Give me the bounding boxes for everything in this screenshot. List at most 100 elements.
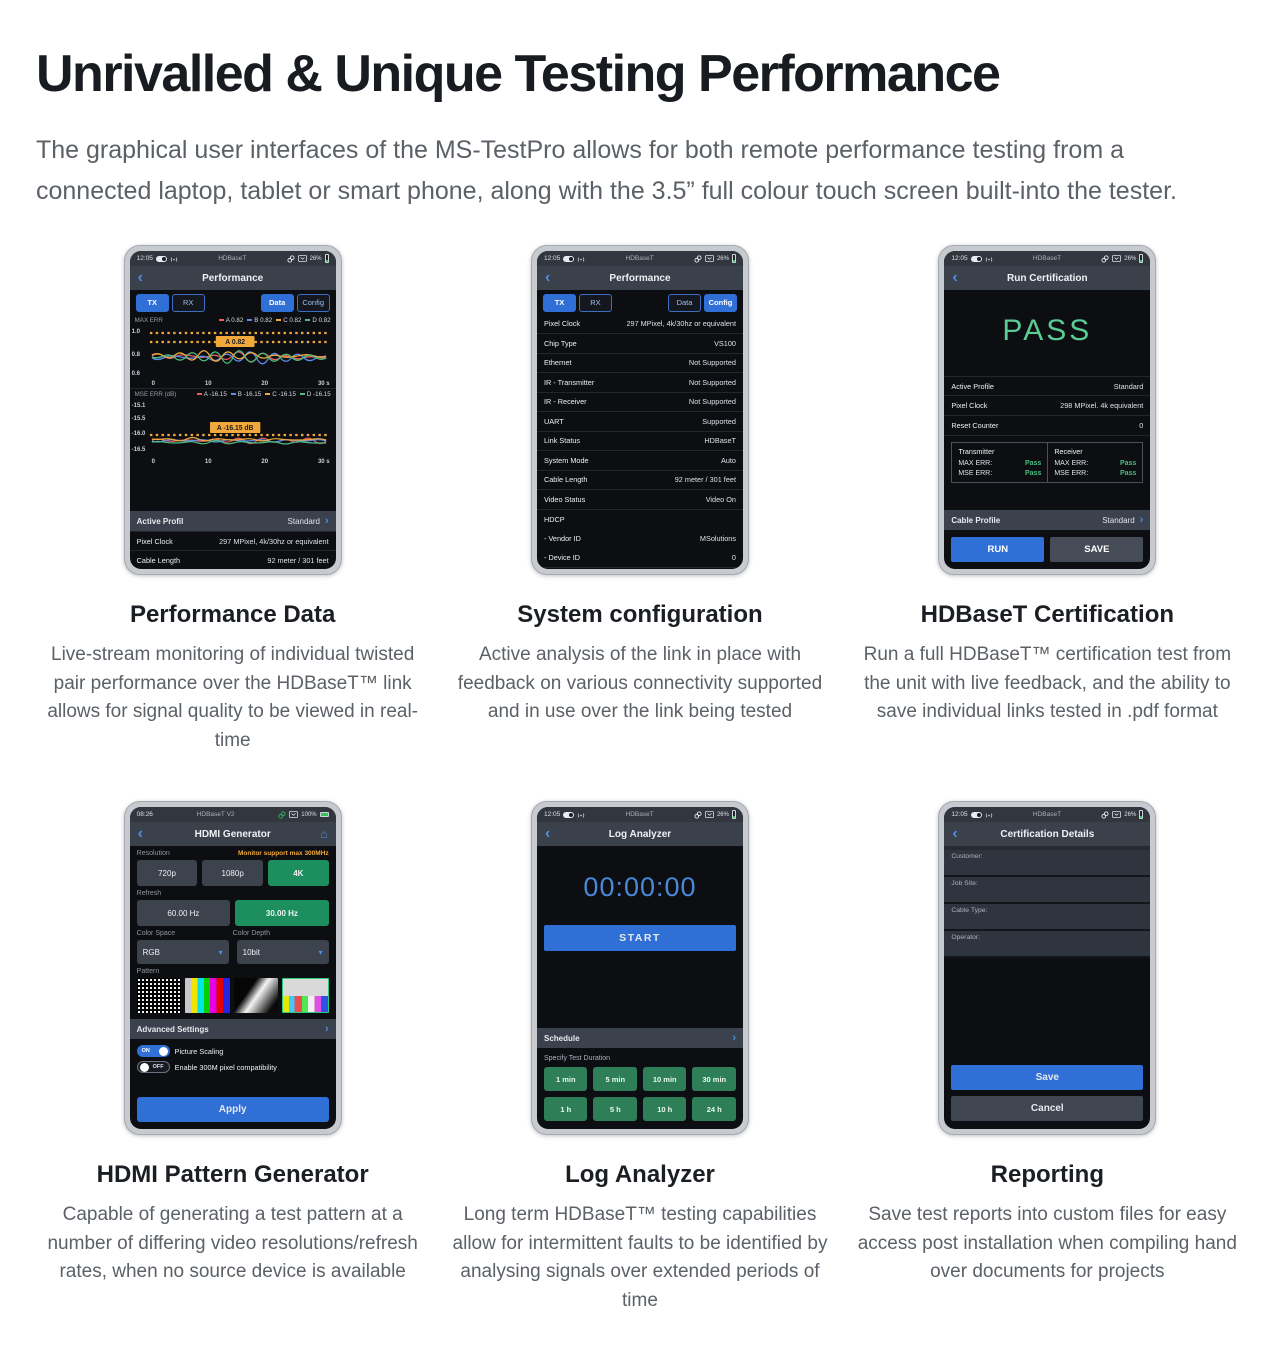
link-icon (694, 810, 702, 818)
card-title: Reporting (990, 1161, 1104, 1188)
save-button[interactable]: Save (951, 1065, 1144, 1090)
mse-err-plot: A -16.15 dB (149, 421, 330, 445)
duration-button[interactable]: 1 min (543, 1067, 588, 1091)
color-space-dropdown[interactable]: RGB ▾ (136, 940, 229, 964)
tab-data[interactable]: Data (260, 294, 294, 312)
color-depth-dropdown[interactable]: 10bit ▾ (236, 940, 329, 964)
back-chevron-icon[interactable]: ‹ (544, 269, 551, 286)
status-battery-percent: 26% (1124, 811, 1137, 818)
link-icon (278, 810, 286, 818)
chevron-down-icon: ▾ (318, 947, 323, 957)
tab-config[interactable]: Config (296, 294, 330, 312)
message-icon (1112, 811, 1122, 818)
status-carrier: HDBaseT V2 (196, 811, 235, 818)
link-icon (1101, 810, 1109, 818)
duration-button[interactable]: 10 h (642, 1097, 687, 1121)
pattern-gradient-thumbnail[interactable] (233, 978, 279, 1013)
tab-tx[interactable]: TX (135, 294, 169, 312)
config-row: Cable Length 92 meter / 301 feet (536, 471, 743, 490)
link-icon (287, 254, 295, 262)
duration-button[interactable]: 5 min (593, 1067, 637, 1091)
cable-profile-row[interactable]: Cable Profile Standard › (944, 510, 1151, 530)
screen-performance-data: 12:05 HDBaseT 26% ‹ Performance (129, 251, 336, 569)
duration-button[interactable]: 24 h (692, 1097, 736, 1121)
schedule-row[interactable]: Schedule › (536, 1028, 743, 1048)
tab-bar: TX RX Data Config (537, 290, 743, 315)
back-chevron-icon[interactable]: ‹ (137, 269, 143, 286)
phone-performance-data: 12:05 HDBaseT 26% ‹ Performance (123, 245, 342, 575)
legend-item: A 0.82 (218, 317, 243, 324)
pattern-colorbars-thumbnail[interactable] (185, 978, 230, 1013)
card-title: Log Analyzer (565, 1161, 715, 1188)
pixel-compatibility-toggle[interactable]: OFF (136, 1061, 170, 1073)
save-button[interactable]: SAVE (1050, 537, 1144, 562)
start-button[interactable]: START (543, 925, 736, 951)
screen-hdmi-generator: 08:26 HDBaseT V2 100% ‹ HDMI Generator ⌂… (129, 807, 336, 1129)
pattern-dots-thumbnail[interactable] (136, 978, 182, 1013)
tab-config[interactable]: Config (703, 294, 737, 312)
config-rows: Pixel Clock 297 MPixel, 4k/30hz or equiva… (536, 315, 743, 568)
feature-grid: 12:05 HDBaseT 26% ‹ Performance (36, 245, 1244, 1315)
resolution-720p-button[interactable]: 720p (136, 860, 198, 886)
screen-system-configuration: 12:05 HDBaseT 26% ‹ Performance (536, 251, 743, 569)
max-err-plot: A 0.82 (149, 331, 330, 364)
nav-title: Log Analyzer (608, 828, 672, 840)
duration-button[interactable]: 5 h (593, 1097, 637, 1121)
status-battery-percent: 100% (301, 811, 317, 818)
pattern-testcard-thumbnail[interactable] (282, 978, 329, 1013)
config-row: Link Status HDBaseT (536, 432, 743, 451)
screen-run-certification: 12:05 HDBaseT 26% ‹ Run Certification PA… (944, 251, 1151, 569)
status-time: 12:05 (951, 255, 968, 262)
duration-button[interactable]: 10 min (642, 1067, 687, 1091)
mse-err-xticks: 0 10 20 30 s (151, 458, 330, 465)
battery-toggle-icon (970, 811, 982, 818)
cert-rows: Active Profile Standard Pixel Clock 298 MP… (944, 376, 1151, 436)
back-chevron-icon[interactable]: ‹ (952, 269, 958, 286)
nav-title: Performance (609, 272, 671, 284)
back-chevron-icon[interactable]: ‹ (137, 825, 143, 842)
config-row: System Mode Auto (536, 451, 743, 471)
duration-button[interactable]: 30 min (692, 1067, 736, 1091)
duration-buttons: 1 min 5 min 10 min 30 min 1 h 5 h 10 h 2… (537, 1067, 743, 1129)
link-icon (1101, 254, 1109, 262)
table-row: MSE ERR: Pass (958, 470, 1042, 477)
legend-item: A -16.15 (196, 391, 227, 398)
run-button[interactable]: RUN (951, 537, 1045, 562)
tab-data[interactable]: Data (667, 294, 701, 312)
apply-button[interactable]: Apply (136, 1097, 329, 1122)
cable-type-field[interactable]: Cable Type: (944, 904, 1151, 931)
refresh-60hz-button[interactable]: 60.00 Hz (136, 900, 231, 926)
battery-icon (1139, 254, 1144, 263)
job-site-field[interactable]: Job Site: (944, 877, 1151, 904)
resolution-1080p-button[interactable]: 1080p (202, 860, 263, 886)
chevron-right-icon: › (1139, 514, 1144, 526)
status-carrier: HDBaseT (218, 255, 247, 262)
home-icon[interactable]: ⌂ (320, 827, 328, 841)
advanced-settings-row[interactable]: Advanced Settings › (129, 1019, 336, 1039)
tab-rx[interactable]: RX (171, 294, 205, 312)
cancel-button[interactable]: Cancel (951, 1096, 1144, 1121)
card-hdbaset-certification: 12:05 HDBaseT 26% ‹ Run Certification PA… (851, 245, 1244, 755)
card-hdmi-pattern-generator: 08:26 HDBaseT V2 100% ‹ HDMI Generator ⌂… (36, 801, 429, 1315)
status-time: 08:26 (136, 811, 153, 818)
active-profile-row[interactable]: Active Profil Standard › (129, 511, 336, 531)
status-time: 12:05 (543, 811, 561, 818)
info-row: Cable Length 92 meter / 301 feet (129, 550, 336, 569)
screen-log-analyzer: 12:05 HDBaseT 26% ‹ Log Analyzer 00:00:0… (536, 807, 743, 1129)
operator-field[interactable]: Operator: (944, 931, 1151, 958)
refresh-30hz-button[interactable]: 30.00 Hz (235, 900, 329, 926)
duration-button[interactable]: 1 h (543, 1097, 588, 1121)
customer-field[interactable]: Customer: (944, 850, 1151, 877)
picture-scaling-toggle[interactable]: ON (136, 1045, 170, 1057)
resolution-4k-button[interactable]: 4K (268, 860, 329, 886)
message-icon (289, 811, 299, 818)
chart-tooltip (209, 421, 260, 433)
status-bar: 08:26 HDBaseT V2 100% (129, 807, 336, 822)
pass-result: PASS (1002, 314, 1093, 347)
tab-rx[interactable]: RX (578, 294, 612, 312)
tab-tx[interactable]: TX (542, 294, 576, 312)
phone-system-configuration: 12:05 HDBaseT 26% ‹ Performance (530, 245, 749, 575)
pixel-compatibility-row: OFF Enable 300M pixel compatibility (130, 1059, 336, 1075)
back-chevron-icon[interactable]: ‹ (544, 825, 551, 842)
back-chevron-icon[interactable]: ‹ (952, 825, 958, 842)
